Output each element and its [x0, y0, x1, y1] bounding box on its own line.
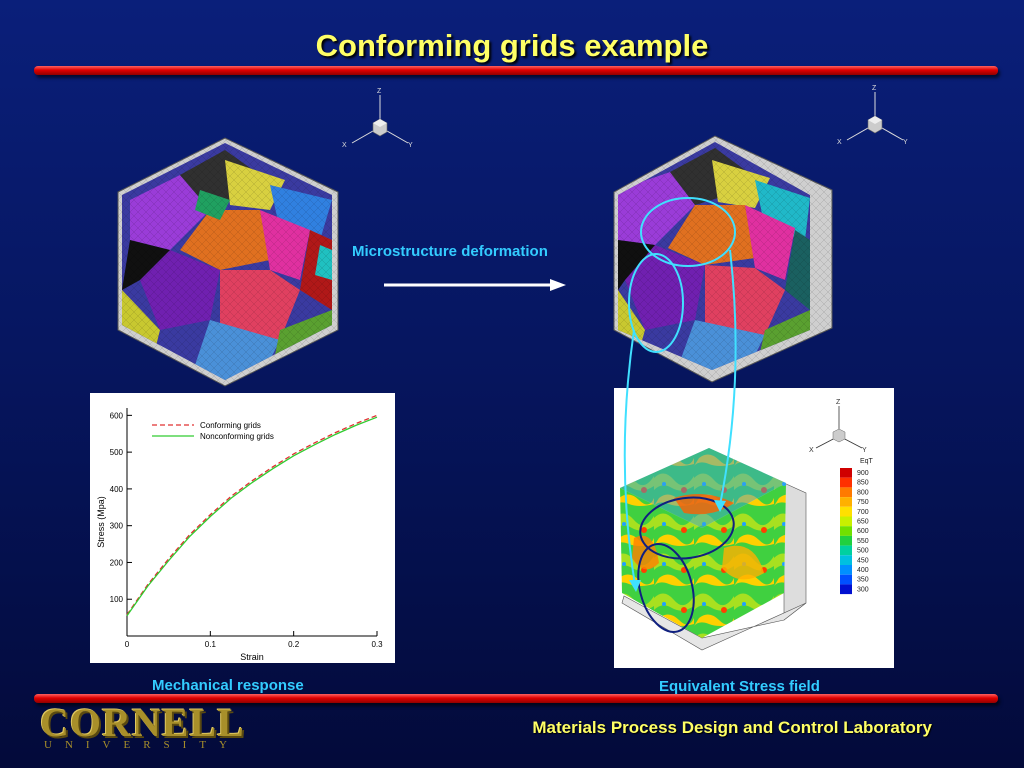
colorbar-swatch: [840, 555, 852, 565]
x-axis-label: Strain: [240, 652, 264, 662]
stress-field-panel: Z X Y EqT 900 850 800 750 700 650 600 550 500 450…: [614, 388, 894, 668]
colorbar-swatch: [840, 506, 852, 517]
colorbar-level-label: 350: [857, 577, 869, 584]
colorbar-level-label: 500: [857, 548, 869, 555]
colorbar-level-label: 750: [857, 499, 869, 506]
svg-text:X: X: [837, 139, 842, 146]
x-tick-label: 0.2: [288, 640, 300, 649]
deformed-grain-map: [618, 142, 810, 370]
colorbar-swatch: [840, 487, 852, 498]
y-tick-label: 500: [110, 448, 124, 457]
colorbar-swatch: [840, 565, 852, 575]
y-tick-label: 100: [110, 595, 124, 604]
deformed-microstructure-figure: [613, 135, 833, 383]
x-tick-label: 0.3: [371, 640, 383, 649]
svg-text:Y: Y: [408, 142, 413, 149]
colorbar-level-label: 800: [857, 489, 869, 496]
colorbar-swatch: [840, 477, 852, 488]
svg-text:X: X: [342, 142, 347, 149]
colorbar-level-label: 400: [857, 567, 869, 574]
initial-microstructure-figure: [117, 137, 339, 387]
stress-field-figure: Z X Y EqT 900 850 800 750 700 650 600 550 500 450…: [620, 399, 874, 651]
svg-text:Y: Y: [903, 139, 908, 146]
stress-strain-chart-panel: 100 200 300 400 500 600 0 0.1 0.2 0.3 Strain Stress…: [90, 393, 395, 663]
colorbar-swatch: [840, 468, 852, 478]
top-divider-bar: [34, 66, 998, 75]
colorbar-level-label: 300: [857, 586, 869, 593]
colorbar-level-label: 550: [857, 538, 869, 545]
series-line-0: [126, 414, 378, 616]
colorbar-level-label: 450: [857, 557, 869, 564]
y-axis-label: Stress (Mpa): [96, 496, 106, 548]
svg-text:Z: Z: [836, 399, 841, 406]
colorbar-level-label: 600: [857, 528, 869, 535]
svg-text:Z: Z: [377, 88, 382, 95]
svg-text:X: X: [809, 447, 814, 454]
stress-strain-chart: 100 200 300 400 500 600 0 0.1 0.2 0.3 Strain Stress…: [96, 408, 383, 662]
colorbar-level-label: 700: [857, 509, 869, 516]
legend-label-1: Nonconforming grids: [200, 432, 274, 441]
colorbar-level-label: 900: [857, 470, 869, 477]
colorbar-swatch: [840, 574, 852, 585]
grain-map: [122, 143, 332, 380]
svg-text:Y: Y: [862, 447, 867, 454]
colorbar-level-label: 850: [857, 480, 869, 487]
bottom-divider-bar: [34, 694, 998, 703]
colorbar: 900 850 800 750 700 650 600 550 500 450 400 350 300: [840, 468, 869, 595]
x-tick-label: 0.1: [205, 640, 217, 649]
colorbar-swatch: [840, 526, 852, 536]
cornell-logo: CORNELL UNIVERSITY: [40, 700, 245, 752]
x-tick-label: 0: [125, 640, 130, 649]
right-axes-triad: Z X Y: [837, 85, 908, 146]
colorbar-title: EqT: [860, 458, 874, 465]
colorbar-swatch: [840, 516, 852, 527]
deformation-arrow-label: Microstructure deformation: [352, 243, 548, 260]
series-line-1: [126, 416, 378, 617]
y-tick-label: 400: [110, 485, 124, 494]
colorbar-swatch: [840, 584, 852, 595]
legend-label-0: Conforming grids: [200, 421, 261, 430]
slide-title: Conforming grids example: [315, 28, 709, 63]
colorbar-swatch: [840, 545, 852, 556]
svg-text:Z: Z: [872, 85, 877, 92]
y-tick-label: 600: [110, 411, 124, 420]
deformation-arrow: [384, 279, 566, 291]
colorbar-swatch: [840, 497, 852, 507]
colorbar-level-label: 650: [857, 519, 869, 526]
left-axes-triad: Z X Y: [342, 88, 413, 149]
lab-name-footer: Materials Process Design and Control Lab…: [532, 718, 932, 737]
y-tick-label: 200: [110, 558, 124, 567]
y-tick-label: 300: [110, 522, 124, 531]
colorbar-swatch: [840, 535, 852, 546]
stress-field-caption: Equivalent Stress field: [659, 678, 820, 695]
mechanical-response-caption: Mechanical response: [152, 677, 304, 694]
